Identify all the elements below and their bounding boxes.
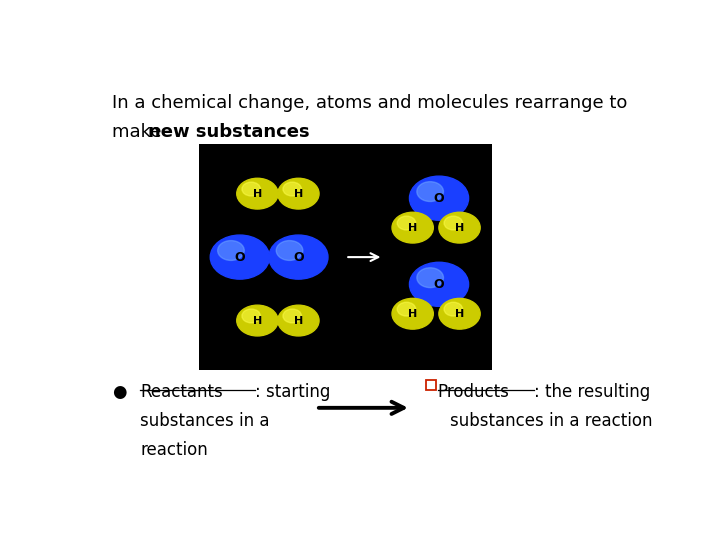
Text: H: H [294,188,303,199]
Text: O: O [293,251,304,264]
Circle shape [392,299,433,329]
Text: make: make [112,123,168,141]
Text: O: O [433,278,444,291]
Text: new substances: new substances [148,123,310,141]
Circle shape [397,216,415,230]
Text: H: H [455,222,464,233]
Circle shape [283,182,302,196]
Circle shape [210,235,269,279]
Circle shape [276,241,303,260]
Circle shape [439,212,480,243]
Text: H: H [408,309,418,319]
Text: O: O [433,192,444,205]
Text: H: H [253,188,262,199]
Text: : the resulting: : the resulting [534,383,650,401]
Circle shape [269,235,328,279]
Circle shape [242,309,261,323]
Circle shape [439,299,480,329]
Text: O: O [235,251,245,264]
Circle shape [278,305,319,336]
Circle shape [237,305,278,336]
Text: substances in a reaction: substances in a reaction [450,412,652,430]
Circle shape [278,178,319,209]
Circle shape [410,176,469,220]
Circle shape [417,268,444,288]
Text: H: H [253,315,262,326]
Text: H: H [455,309,464,319]
Text: Products: Products [438,383,510,401]
Circle shape [242,182,261,196]
Text: H: H [408,222,418,233]
Circle shape [444,216,463,230]
Text: : starting: : starting [255,383,330,401]
Text: Reactants: Reactants [140,383,223,401]
FancyBboxPatch shape [199,144,492,370]
Circle shape [444,302,463,316]
Circle shape [237,178,278,209]
Text: reaction: reaction [140,441,208,459]
Text: In a chemical change, atoms and molecules rearrange to: In a chemical change, atoms and molecule… [112,94,628,112]
Circle shape [283,309,302,323]
Circle shape [397,302,415,316]
Text: ●: ● [112,383,127,401]
Circle shape [392,212,433,243]
Text: substances in a: substances in a [140,412,270,430]
Circle shape [417,181,444,201]
Circle shape [410,262,469,306]
Circle shape [217,241,244,260]
Text: H: H [294,315,303,326]
FancyBboxPatch shape [426,380,436,390]
